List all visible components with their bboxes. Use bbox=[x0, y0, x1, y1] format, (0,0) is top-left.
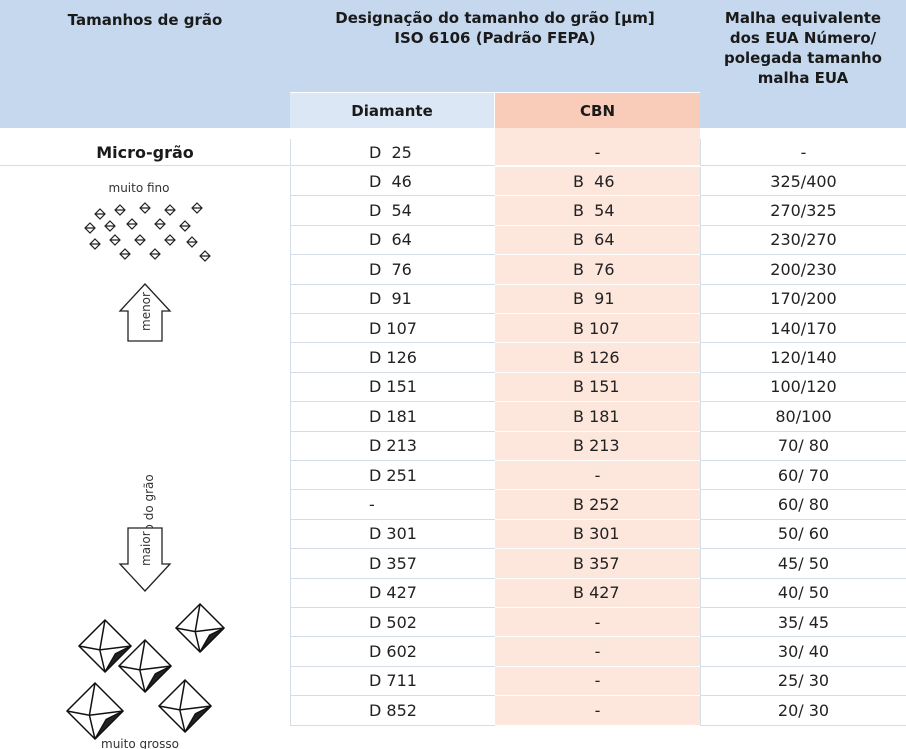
mesh-cell: 40/ 50 bbox=[700, 578, 906, 608]
header-cbn: CBN bbox=[495, 92, 700, 128]
fine-label: muito fino bbox=[109, 181, 170, 195]
diamond-cell: D 181 bbox=[290, 402, 495, 432]
diamond-cell: D 213 bbox=[290, 431, 495, 461]
header-line: ISO 6106 (Padrão FEPA) bbox=[394, 29, 596, 47]
header-line: dos EUA Número/ bbox=[729, 29, 877, 47]
cbn-cell: - bbox=[495, 637, 700, 667]
diamond-cell: D 126 bbox=[290, 343, 495, 373]
diamond-cell: D 91 bbox=[290, 284, 495, 314]
coarse-label: muito grosso bbox=[101, 737, 179, 749]
mesh-cell: 200/230 bbox=[700, 255, 906, 285]
mesh-cell: 45/ 50 bbox=[700, 549, 906, 579]
diamond-cell: D 151 bbox=[290, 372, 495, 403]
smaller-label: menor bbox=[139, 292, 153, 331]
mesh-cell: 25/ 30 bbox=[700, 666, 906, 697]
gap bbox=[495, 128, 700, 139]
larger-label: maior bbox=[139, 531, 153, 566]
mesh-cell: 230/270 bbox=[700, 225, 906, 256]
diamond-cell: D 76 bbox=[290, 255, 495, 285]
header-line: Designação do tamanho do grão [µm] bbox=[335, 9, 655, 27]
header-diamond: Diamante bbox=[290, 92, 495, 128]
cbn-cell: B 252 bbox=[495, 490, 700, 520]
diamond-cell: D 46 bbox=[290, 167, 495, 197]
diamond-cell: - bbox=[290, 490, 495, 520]
diamond-cell: D 357 bbox=[290, 549, 495, 579]
diamond-cell: D 25 bbox=[290, 139, 495, 166]
diamond-cell: D 852 bbox=[290, 696, 495, 726]
grain-cell: Micro-grão bbox=[0, 139, 290, 166]
header-line: Malha equivalente bbox=[724, 9, 882, 27]
mesh-cell: 50/ 60 bbox=[700, 519, 906, 550]
diamond-cell: D 711 bbox=[290, 666, 495, 697]
mesh-cell: 325/400 bbox=[700, 167, 906, 197]
diamond-cell: D 107 bbox=[290, 314, 495, 344]
cbn-cell: B 213 bbox=[495, 431, 700, 461]
cbn-cell: B 181 bbox=[495, 402, 700, 432]
cbn-cell: - bbox=[495, 696, 700, 726]
cbn-cell: B 54 bbox=[495, 196, 700, 226]
cbn-cell: - bbox=[495, 139, 700, 166]
mesh-cell: 120/140 bbox=[700, 343, 906, 373]
cbn-cell: - bbox=[495, 461, 700, 491]
cbn-cell: B 357 bbox=[495, 549, 700, 579]
cbn-cell: B 301 bbox=[495, 519, 700, 550]
header-line: polegada tamanho bbox=[723, 49, 882, 67]
diamond-cell: D 427 bbox=[290, 578, 495, 608]
cbn-cell: B 126 bbox=[495, 343, 700, 373]
header-grain: Tamanhos de grão bbox=[67, 11, 223, 29]
header-designation: Designação do tamanho do grão [µm] ISO 61… bbox=[290, 0, 700, 92]
mesh-cell: 30/ 40 bbox=[700, 637, 906, 667]
mesh-cell: 60/ 70 bbox=[700, 461, 906, 491]
diamond-cell: D 602 bbox=[290, 637, 495, 667]
mesh-cell: 60/ 80 bbox=[700, 490, 906, 520]
mesh-cell: 140/170 bbox=[700, 314, 906, 344]
cbn-cell: B 427 bbox=[495, 578, 700, 608]
cbn-cell: B 91 bbox=[495, 284, 700, 314]
cbn-cell: B 151 bbox=[495, 372, 700, 403]
diamond-cell: D 301 bbox=[290, 519, 495, 550]
cbn-cell: B 46 bbox=[495, 167, 700, 197]
diamond-cell: D 54 bbox=[290, 196, 495, 226]
header-line: malha EUA bbox=[757, 69, 849, 87]
mesh-cell: 20/ 30 bbox=[700, 696, 906, 726]
mesh-cell: - bbox=[700, 139, 906, 166]
header-mesh: Malha equivalente dos EUA Número/polegada… bbox=[700, 0, 906, 128]
diamond-cell: D 502 bbox=[290, 608, 495, 638]
illustration: muito fino menor tamanho do grão maior m… bbox=[65, 181, 226, 749]
cbn-cell: - bbox=[495, 666, 700, 697]
diamond-cell: D 251 bbox=[290, 461, 495, 491]
mesh-cell: 100/120 bbox=[700, 372, 906, 403]
diamond-cell: D 64 bbox=[290, 225, 495, 256]
cbn-cell: B 76 bbox=[495, 255, 700, 285]
cbn-cell: B 64 bbox=[495, 225, 700, 256]
mesh-cell: 35/ 45 bbox=[700, 608, 906, 638]
mesh-cell: 80/100 bbox=[700, 402, 906, 432]
mesh-cell: 70/ 80 bbox=[700, 431, 906, 461]
cbn-cell: - bbox=[495, 608, 700, 638]
mesh-cell: 270/325 bbox=[700, 196, 906, 226]
mesh-cell: 170/200 bbox=[700, 284, 906, 314]
cbn-cell: B 107 bbox=[495, 314, 700, 344]
